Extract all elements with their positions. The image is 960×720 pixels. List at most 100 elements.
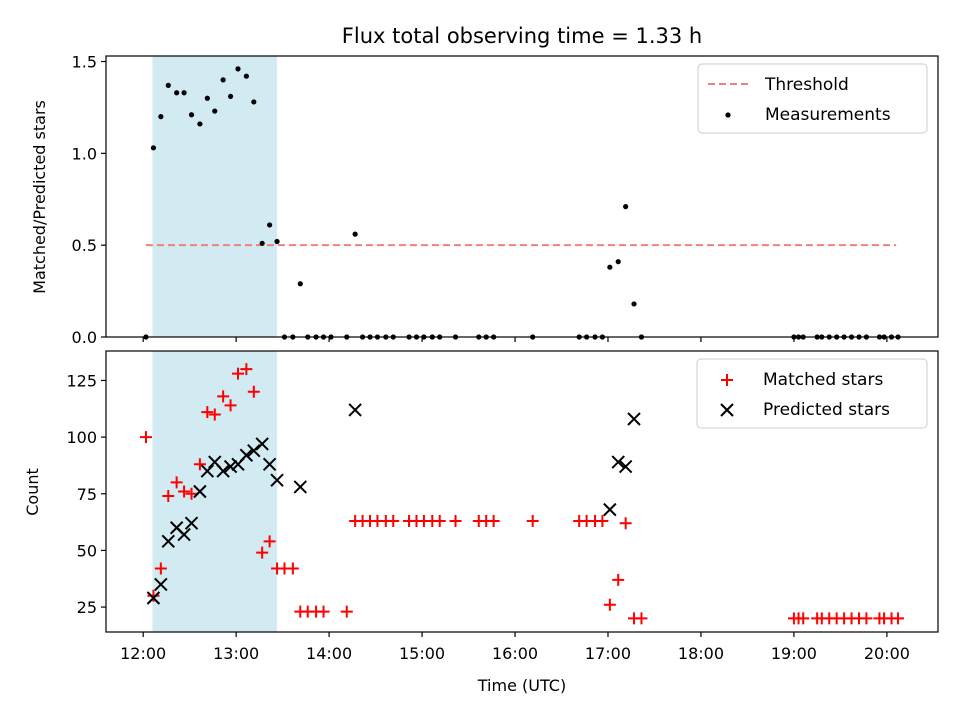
bottom-y-axis-label: Count <box>23 468 42 516</box>
matched-star-point <box>162 490 175 503</box>
top-legend: Threshold Measurements <box>697 63 928 134</box>
predicted-star-point <box>348 403 362 417</box>
bottom-y-tick-label: 100 <box>66 428 97 447</box>
bottom-axes-frame <box>105 350 939 633</box>
x-tick-label: 16:00 <box>492 644 538 663</box>
predicted-star-point <box>216 464 230 478</box>
top-y-tick-label: 1.5 <box>72 53 97 72</box>
top-y-tick-label: 0.0 <box>72 328 97 347</box>
top-shaded-interval <box>152 56 278 337</box>
measurement-point <box>220 77 226 83</box>
measurement-point <box>174 90 180 96</box>
measurement-point <box>259 240 265 246</box>
matched-star-point <box>387 514 400 527</box>
predicted-star-point <box>618 459 633 474</box>
predicted-star-point <box>146 591 161 605</box>
matched-star-point <box>240 363 253 376</box>
legend-measurements-swatch <box>725 112 731 118</box>
predicted-star-point <box>200 464 215 478</box>
measurement-point <box>212 108 218 114</box>
bottom-y-tick-label: 50 <box>77 541 97 560</box>
x-tick-label: 12:00 <box>120 644 166 663</box>
matched-star-point <box>603 598 616 611</box>
matched-star-point <box>232 367 245 380</box>
matched-star-point <box>340 605 353 618</box>
matched-star-point <box>433 514 446 527</box>
matched-star-point <box>286 562 299 575</box>
bottom-y-ticks: 25 50 75 100 125 <box>66 371 106 617</box>
matched-star-point <box>892 612 905 625</box>
legend-matched-label: Matched stars <box>763 370 883 390</box>
measurement-point <box>243 73 249 79</box>
top-axes-frame <box>105 55 939 338</box>
matched-star-point <box>170 476 183 489</box>
legend-predicted-swatch <box>720 403 734 417</box>
measurement-point <box>274 238 280 245</box>
measurement-point <box>297 281 303 287</box>
top-panel: 0.0 0.5 1.0 1.5 Matched/Predicted stars Thr… <box>30 53 939 347</box>
measurement-point <box>204 95 210 101</box>
measurement-point <box>150 145 157 151</box>
predicted-star-point <box>239 448 254 462</box>
matched-star-point <box>178 485 191 498</box>
measurement-point <box>251 99 257 105</box>
predicted-star-point <box>184 516 199 530</box>
bottom-legend-box <box>696 358 928 429</box>
predicted-star-point <box>223 459 238 474</box>
matched-star-point <box>193 458 206 471</box>
predicted-star-point <box>603 502 617 517</box>
x-tick-label: 19:00 <box>771 644 817 663</box>
matched-star-point <box>596 514 609 527</box>
matched-star-point <box>154 562 167 575</box>
legend-threshold-label: Threshold <box>764 75 849 95</box>
matched-star-point <box>635 612 648 625</box>
x-tick-label: 15:00 <box>399 644 445 663</box>
matched-star-point <box>317 605 330 618</box>
matched-star-point <box>201 406 214 419</box>
chart-title: Flux total observing time = 1.33 h <box>342 24 702 48</box>
legend-matched-swatch <box>721 374 733 386</box>
measurement-point <box>188 112 195 118</box>
top-y-tick-label: 1.0 <box>72 144 97 163</box>
x-tick-label: 18:00 <box>678 644 724 663</box>
matched-star-point <box>487 514 500 527</box>
predicted-star-point <box>193 484 207 499</box>
predicted-star-point <box>247 444 261 458</box>
predicted-star-point <box>177 527 191 542</box>
top-y-tick-label: 0.5 <box>72 236 97 255</box>
predicted-star-point <box>627 412 641 426</box>
measurement-point <box>631 301 637 307</box>
measurement-point <box>615 259 621 265</box>
matched-star-point <box>217 390 230 403</box>
top-y-axis-label: Matched/Predicted stars <box>30 100 49 294</box>
predicted-star-point <box>255 437 269 451</box>
top-y-ticks: 0.0 0.5 1.0 1.5 <box>72 53 106 347</box>
x-tick-label: 20:00 <box>864 644 910 663</box>
predicted-star-point <box>293 480 307 494</box>
measurement-point <box>197 121 203 127</box>
bottom-panel: 25 50 75 100 125 12:00 13:00 14:00 15:00 16:00 17… <box>23 350 939 695</box>
bottom-y-tick-label: 25 <box>77 598 97 617</box>
measurement-point <box>181 90 187 96</box>
bottom-y-tick-label: 125 <box>66 371 97 390</box>
legend-measurements-label: Measurements <box>765 105 891 125</box>
bottom-y-tick-label: 75 <box>77 485 97 504</box>
matched-star-point <box>526 514 539 527</box>
bottom-data-layer <box>139 363 905 625</box>
predicted-star-point <box>270 473 284 487</box>
matched-star-point <box>224 399 237 412</box>
matched-star-point <box>263 535 276 548</box>
measurement-point <box>623 204 629 210</box>
bottom-x-ticks: 12:00 13:00 14:00 15:00 16:00 17:00 18:00 19:00… <box>120 632 910 663</box>
legend-predicted-label: Predicted stars <box>763 400 890 420</box>
x-tick-label: 17:00 <box>585 644 631 663</box>
measurement-point <box>607 264 613 270</box>
x-axis-label: Time (UTC) <box>477 676 566 695</box>
matched-star-point <box>619 517 632 530</box>
measurement-point <box>352 231 358 237</box>
measurement-point <box>227 93 234 100</box>
predicted-star-point <box>161 534 175 549</box>
matched-star-point <box>797 612 810 625</box>
matched-star-point <box>612 573 625 586</box>
